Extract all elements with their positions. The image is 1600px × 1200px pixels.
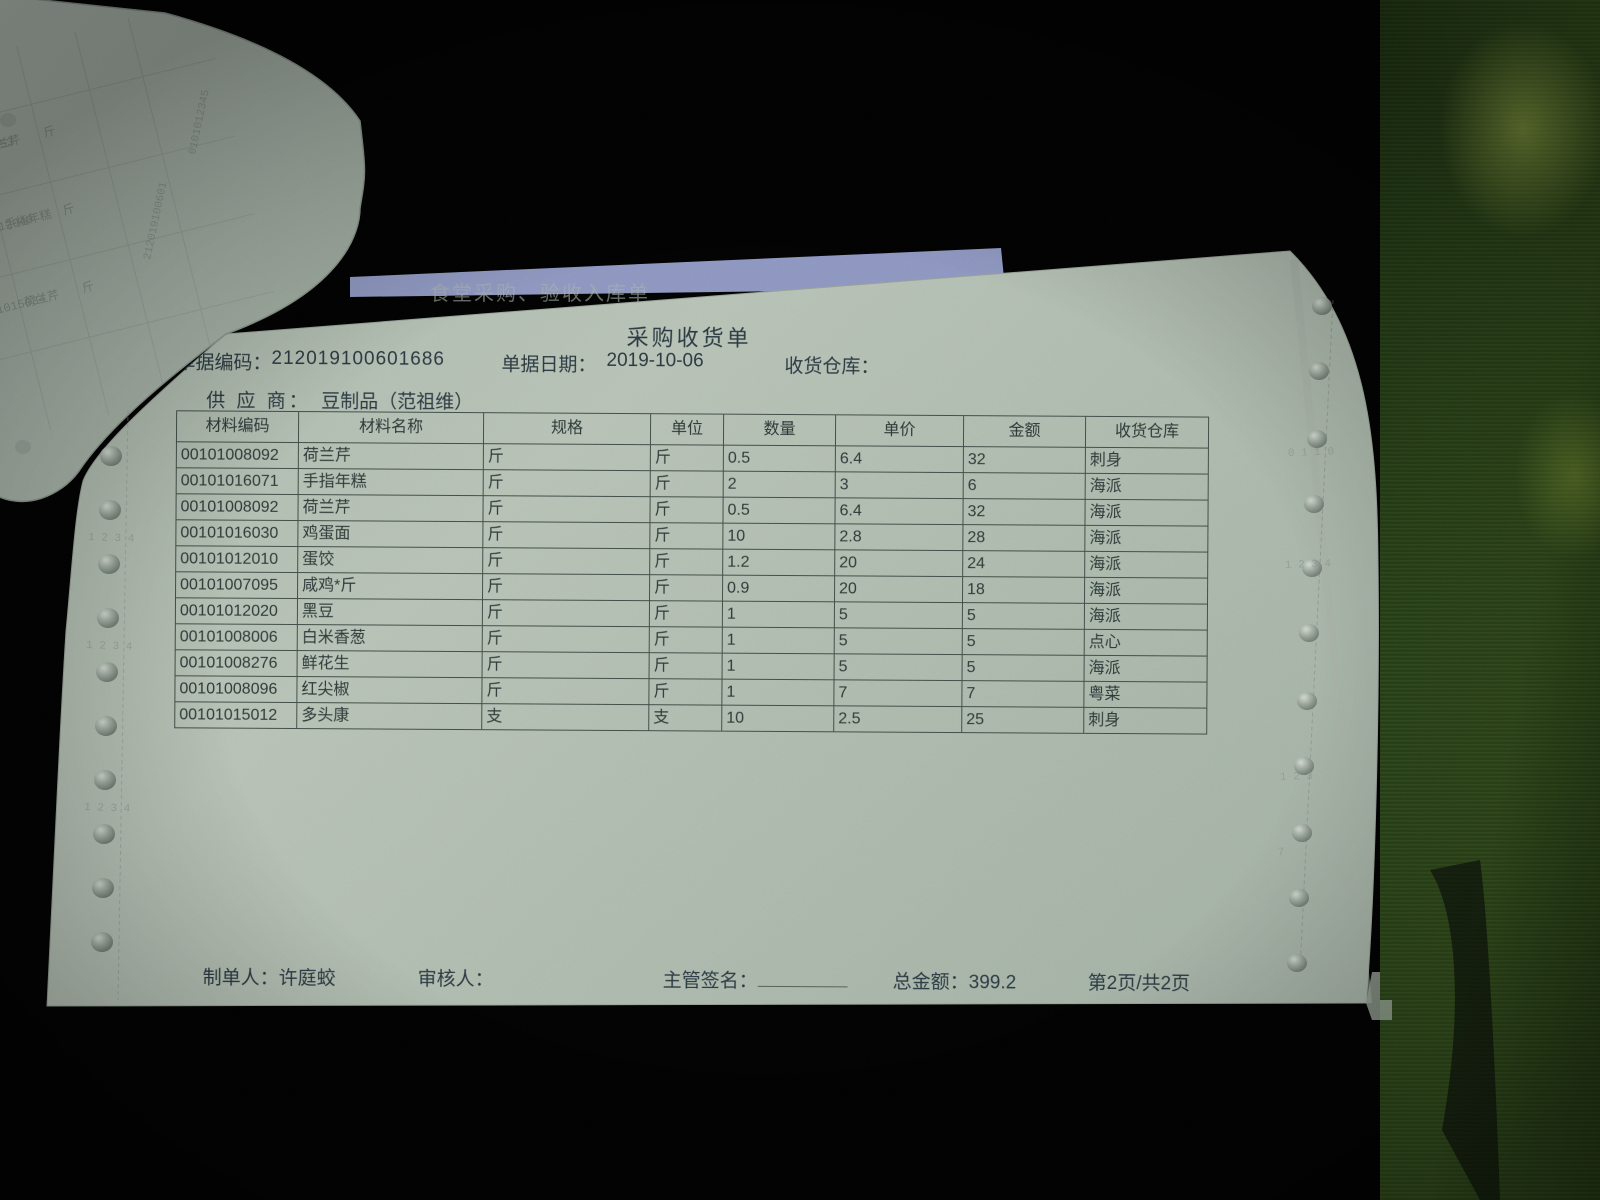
svg-text:食堂采购、验收入库单: 食堂采购、验收入库单 — [430, 282, 650, 305]
